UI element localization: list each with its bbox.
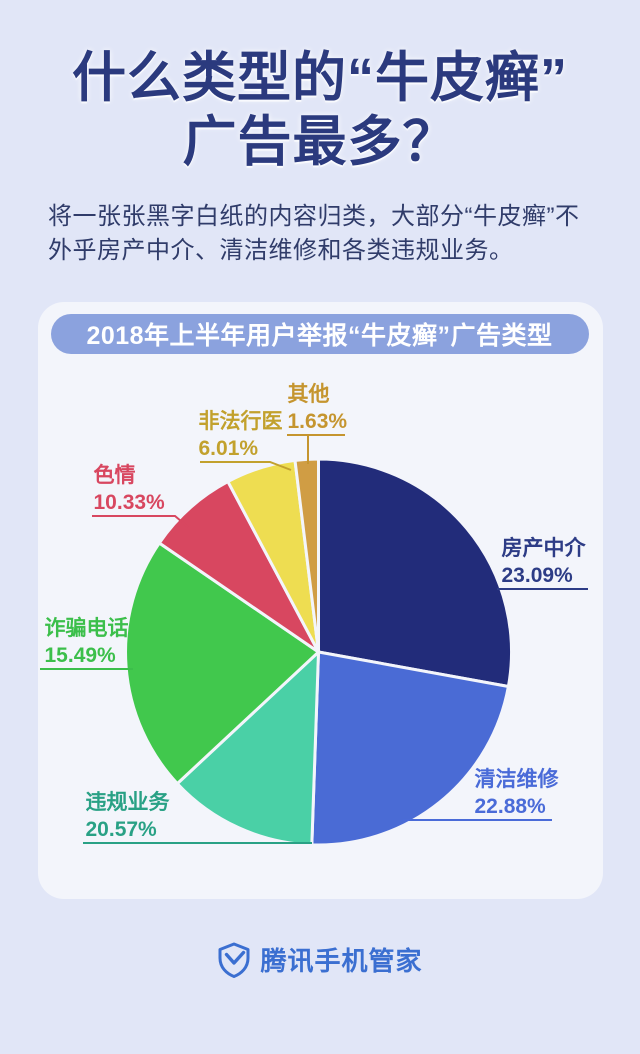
footer-brand-text: 腾讯手机管家 — [260, 946, 423, 976]
page-title: 什么类型的“牛皮癣” 广告最多？ — [10, 46, 630, 174]
slice-pct: 15.49% — [44, 644, 116, 667]
slice-label-seqing: 色情 10.33% — [94, 462, 165, 516]
page-title-line2: 广告最多？ — [182, 112, 458, 172]
leader-lines — [39, 434, 588, 844]
slice-name: 清洁维修 — [474, 768, 559, 791]
leader-line-qita — [286, 434, 345, 464]
slice-name: 房产中介 — [501, 537, 586, 560]
page-title-line1: 什么类型的“牛皮癣” — [72, 48, 568, 108]
slice-name: 色情 — [93, 464, 136, 487]
slice-pct: 10.33% — [93, 491, 165, 514]
slice-label-qita: 其他 1.63% — [288, 381, 348, 435]
leader-line-seqing — [91, 515, 189, 528]
infographic-page: 什么类型的“牛皮癣” 广告最多？ 将一张张黑字白纸的内容归类，大部分“牛皮癣”不… — [0, 46, 640, 1054]
leader-line-feifaxingyi — [199, 461, 291, 471]
slice-label-weiguiyewu: 违规业务 20.57% — [86, 789, 170, 843]
pie-slice-2 — [175, 650, 320, 847]
slice-pct: 6.01% — [198, 437, 259, 460]
pie-slice-1 — [309, 650, 510, 847]
slice-label-zhapiandianhua: 诈骗电话 15.49% — [45, 615, 129, 669]
pie-slice-0 — [316, 457, 513, 688]
chart-title-badge: 2018年上半年用户举报“牛皮癣”广告类型 — [50, 314, 589, 354]
pie-slice-3 — [123, 541, 320, 786]
pie-slice-6 — [293, 457, 320, 654]
slice-pct: 22.88% — [474, 795, 546, 818]
page-subtitle: 将一张张黑字白纸的内容归类，大部分“牛皮癣”不外乎房产中介、清洁维修和各类违规业… — [48, 203, 580, 264]
shield-check-icon — [218, 942, 250, 978]
slice-label-qingjieweixiu: 清洁维修 22.88% — [475, 766, 559, 820]
pie-slices — [123, 457, 513, 847]
chart-card: 2018年上半年用户举报“牛皮癣”广告类型 房产中介 23.09% 清洁维修 2… — [37, 302, 603, 899]
slice-name: 违规业务 — [85, 791, 170, 814]
slice-name: 其他 — [287, 383, 330, 406]
footer-brand: 腾讯手机管家 — [0, 941, 640, 978]
slice-name: 非法行医 — [198, 410, 283, 433]
slice-label-feifaxingyi: 非法行医 6.01% — [199, 408, 283, 462]
slice-pct: 20.57% — [85, 818, 157, 841]
pie-slice-4 — [157, 480, 320, 654]
slice-name: 诈骗电话 — [44, 617, 129, 640]
slice-pct: 23.09% — [501, 564, 573, 587]
slice-label-fangchanzhongjie: 房产中介 23.09% — [502, 535, 586, 589]
pie-chart-svg — [39, 434, 588, 847]
slice-pct: 1.63% — [287, 410, 348, 433]
